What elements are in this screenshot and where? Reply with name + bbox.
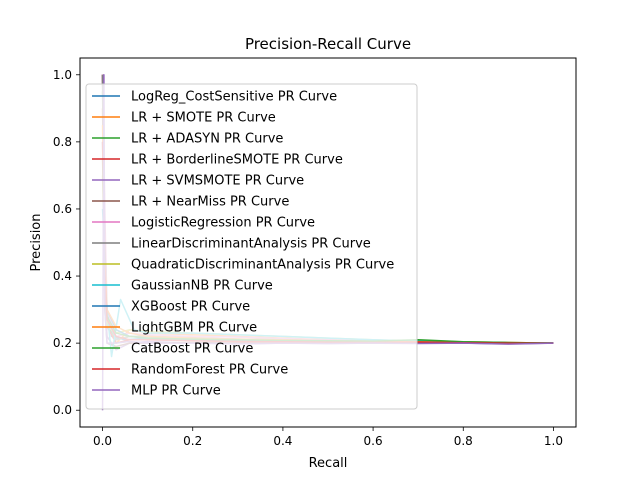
x-ticks: 0.0 0.2 0.4 0.6 0.8 1.0 <box>93 427 563 448</box>
y-ticks: 0.0 0.2 0.4 0.6 0.8 1.0 <box>53 68 80 417</box>
y-tick-label: 0.2 <box>53 336 72 350</box>
legend-label: CatBoost PR Curve <box>131 342 253 357</box>
y-tick-label: 0.4 <box>53 269 72 283</box>
legend-label: QuadraticDiscriminantAnalysis PR Curve <box>131 258 394 273</box>
legend-label: LR + NearMiss PR Curve <box>131 195 289 210</box>
legend-label: GaussianNB PR Curve <box>131 279 273 294</box>
legend-label: MLP PR Curve <box>131 384 221 399</box>
legend-label: LogReg_CostSensitive PR Curve <box>131 90 337 105</box>
legend-label: XGBoost PR Curve <box>131 300 250 315</box>
legend: LogReg_CostSensitive PR Curve LR + SMOTE … <box>85 83 418 410</box>
legend-label: LR + ADASYN PR Curve <box>131 132 283 147</box>
x-axis-label: Recall <box>309 456 348 471</box>
chart-title: Precision-Recall Curve <box>245 35 411 53</box>
x-tick-label: 0.2 <box>183 434 202 448</box>
y-tick-label: 1.0 <box>53 68 72 82</box>
x-tick-label: 0.0 <box>93 434 112 448</box>
x-tick-label: 1.0 <box>544 434 563 448</box>
plot-frame <box>79 57 577 428</box>
y-tick-label: 0.0 <box>53 403 72 417</box>
legend-label: LR + SVMSMOTE PR Curve <box>131 174 304 189</box>
y-tick-label: 0.6 <box>53 202 72 216</box>
legend-box <box>85 83 418 410</box>
legend-label: LinearDiscriminantAnalysis PR Curve <box>131 237 371 252</box>
x-tick-label: 0.4 <box>273 434 292 448</box>
legend-label: LR + BorderlineSMOTE PR Curve <box>131 153 343 168</box>
y-tick-label: 0.8 <box>53 135 72 149</box>
x-tick-label: 0.8 <box>454 434 473 448</box>
legend-label: LightGBM PR Curve <box>131 321 257 336</box>
legend-label: RandomForest PR Curve <box>131 363 288 378</box>
y-axis-label: Precision <box>29 213 44 271</box>
legend-label: LR + SMOTE PR Curve <box>131 111 276 126</box>
x-tick-label: 0.6 <box>364 434 383 448</box>
legend-label: LogisticRegression PR Curve <box>131 216 315 231</box>
